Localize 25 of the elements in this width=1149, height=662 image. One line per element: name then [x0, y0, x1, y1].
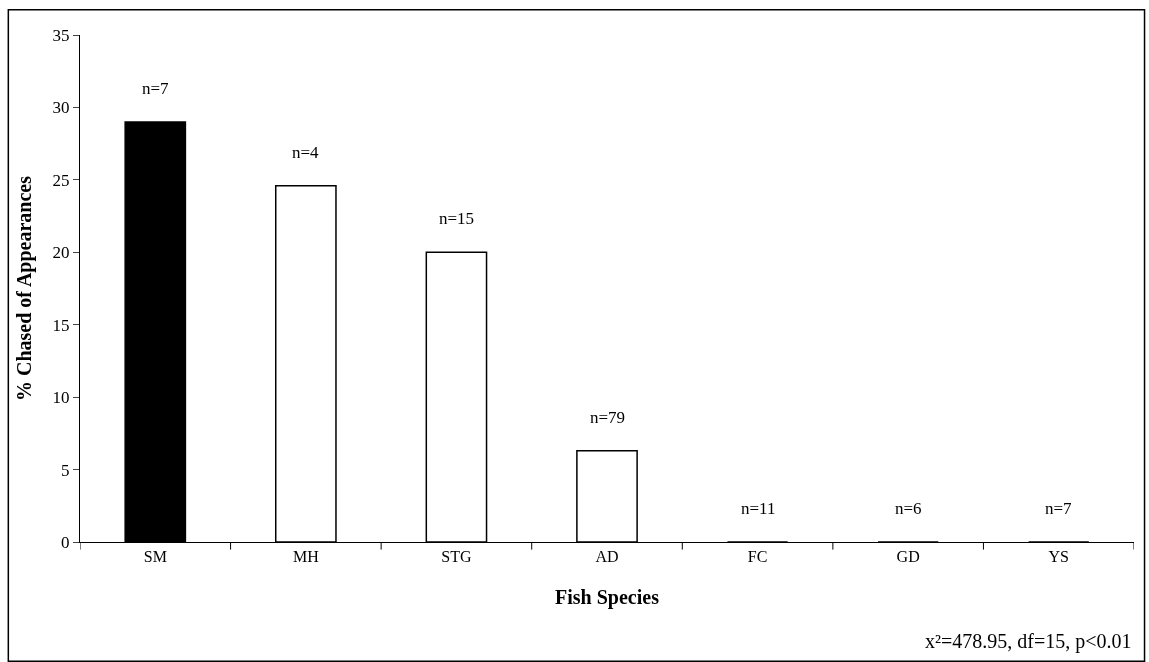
annotation: n=7 [1045, 499, 1073, 518]
x-tick-label: FC [747, 548, 768, 566]
y-tick-label: 20 [52, 243, 70, 263]
y-tick-label: 15 [52, 315, 70, 335]
x-tick-label: SM [143, 548, 167, 566]
annotation: n=7 [142, 79, 170, 98]
y-tick-label: 30 [52, 98, 70, 118]
annotation: n=6 [895, 499, 922, 518]
y-tick-label: 25 [52, 170, 70, 190]
annotation: n=4 [292, 143, 320, 162]
x-tick-label: STG [441, 548, 472, 566]
y-tick-label: 35 [52, 25, 70, 45]
y-tick-label: 10 [52, 388, 70, 408]
x-tick-label: GD [896, 548, 920, 566]
y-tick-label: 0 [61, 532, 70, 552]
x-tick-label: YS [1048, 548, 1069, 566]
text: x²=478.95, df=15, p<0.01 [925, 630, 1132, 653]
x-tick-label: AD [595, 548, 619, 566]
annotation: n=15 [439, 209, 475, 228]
annotation: n=79 [590, 408, 626, 427]
x-axis-title: Fish Species [555, 585, 660, 609]
y-tick-label: 5 [61, 460, 70, 480]
y-axis-title: % Chased of Appearances [13, 175, 37, 402]
x-tick-label: MH [292, 548, 320, 566]
annotation: n=11 [741, 499, 776, 518]
